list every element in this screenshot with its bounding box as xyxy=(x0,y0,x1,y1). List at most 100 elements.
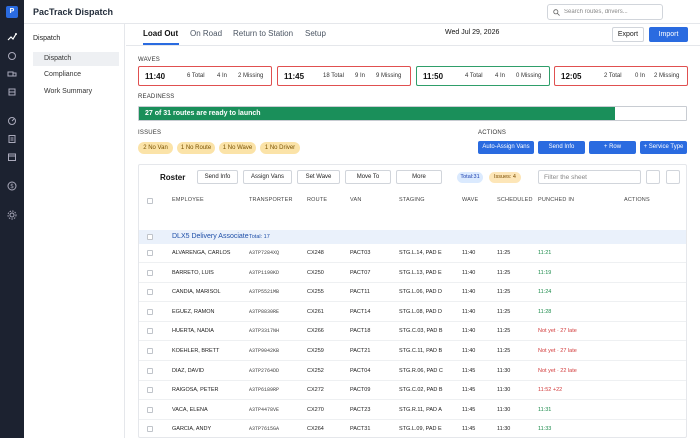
sidebar-item-dispatch[interactable]: Dispatch xyxy=(33,52,119,66)
col-employee[interactable]: EMPLOYEE xyxy=(172,197,204,203)
gauge-icon[interactable] xyxy=(7,116,17,126)
roster-move-to-button[interactable]: Move To xyxy=(345,170,391,184)
wave-total: 4 Total xyxy=(465,73,483,79)
filter-input[interactable] xyxy=(544,173,638,182)
row-checkbox[interactable] xyxy=(147,406,153,413)
cell-staging: STG.R.06, PAD C xyxy=(399,367,443,374)
roster-assign-vans-button[interactable]: Assign Vans xyxy=(243,170,292,184)
cell-transporter: A3TP3317NH xyxy=(249,328,280,335)
table-row[interactable]: KOEHLER, BRETT A3TP9042KB CX259 PACT21 STG.C… xyxy=(139,342,686,361)
gear-icon[interactable] xyxy=(7,210,17,220)
wave-total: 2 Total xyxy=(604,73,622,79)
table-row[interactable]: RAIGOSA, PETER A3TP6189RP CX272 PACT09 STG.C… xyxy=(139,381,686,401)
row-checkbox[interactable] xyxy=(147,250,153,256)
cell-employee: KOEHLER, BRETT xyxy=(172,348,220,354)
package-icon[interactable] xyxy=(7,87,17,97)
table-header: EMPLOYEE TRANSPORTER ROUTE VAN STAGING W… xyxy=(139,195,686,207)
col-punched-in[interactable]: PUNCHED IN xyxy=(538,197,575,203)
row-checkbox[interactable] xyxy=(147,328,153,335)
table-row[interactable]: HUERTA, NADIA A3TP3317NH CX266 PACT18 STG.C.… xyxy=(139,322,686,342)
app-logo[interactable]: P xyxy=(6,6,18,18)
table-row[interactable]: DIAZ, DAVID A3TP2764DD CX252 PACT04 STG.R.06… xyxy=(139,362,686,381)
row-checkbox[interactable] xyxy=(147,426,153,433)
cell-staging: STG.R.11, PAD A xyxy=(399,406,442,413)
truck-icon[interactable] xyxy=(7,69,17,79)
col-route[interactable]: ROUTE xyxy=(307,197,328,203)
search-box[interactable] xyxy=(547,4,663,20)
send-info-button[interactable]: Send Info xyxy=(538,141,585,154)
tab-return-to-station[interactable]: Return to Station xyxy=(233,29,294,38)
total-chip: Total:31 xyxy=(457,172,483,183)
col-staging[interactable]: STAGING xyxy=(399,197,425,203)
row-checkbox[interactable] xyxy=(147,348,153,354)
cell-scheduled: 11:25 xyxy=(497,269,511,276)
issue-pill-no-van[interactable]: 2 No Van xyxy=(138,142,173,154)
roster-card: Roster Send Info Assign Vans Set Wave Mo… xyxy=(138,164,687,438)
row-checkbox[interactable] xyxy=(147,387,153,394)
wave-card[interactable]: 11:45 18 Total 9 In 9 Missing xyxy=(277,66,411,86)
export-button[interactable]: Export xyxy=(612,27,644,42)
settings-toggle-button[interactable] xyxy=(666,170,680,184)
cell-employee: BARRETO, LUIS xyxy=(172,269,214,276)
issue-pill-no-wave[interactable]: 1 No Wave xyxy=(219,142,256,154)
roster-more-button[interactable]: More xyxy=(396,170,442,184)
clipboard-icon[interactable] xyxy=(7,134,17,144)
table-row[interactable]: CANDIA, MARISOL A3TP5521MB CX255 PACT11 STG.… xyxy=(139,283,686,303)
import-button[interactable]: Import xyxy=(649,27,688,42)
add-service-type-button[interactable]: + Service Type xyxy=(640,141,687,154)
readiness-label: READINESS xyxy=(138,94,175,100)
table-row[interactable]: ALVARENGA, CARLOS A3TP7284XQ CX248 PACT03 ST… xyxy=(139,244,686,263)
issue-pill-no-route[interactable]: 1 No Route xyxy=(177,142,215,154)
route-icon[interactable] xyxy=(7,32,17,42)
col-van[interactable]: VAN xyxy=(350,197,362,203)
filter-box[interactable] xyxy=(538,170,641,184)
calendar-icon[interactable] xyxy=(7,152,17,162)
col-scheduled[interactable]: SCHEDULED xyxy=(497,197,533,203)
cell-van: PACT04 xyxy=(350,367,371,374)
table-row[interactable]: EGUEZ, RAMON A3TP8830RE CX261 PACT14 STG.L.0… xyxy=(139,303,686,322)
search-input[interactable] xyxy=(564,7,660,17)
cell-punched-in: Not yet · 22 late xyxy=(538,367,577,374)
roster-send-info-button[interactable]: Send Info xyxy=(197,170,238,184)
cell-van: PACT14 xyxy=(350,308,371,315)
select-all-checkbox[interactable] xyxy=(147,198,153,204)
row-checkbox[interactable] xyxy=(147,367,153,374)
table-row[interactable]: GARCIA, ANDY A3TP7615GA CX264 PACT31 STG.L.0… xyxy=(139,420,686,437)
sidebar-item-compliance[interactable]: Compliance xyxy=(44,71,81,78)
cell-wave: 11:45 xyxy=(462,406,476,413)
group-row[interactable]: DLX5 Delivery Associate Total: 17 xyxy=(139,230,686,244)
chat-icon[interactable] xyxy=(7,51,17,61)
table-row[interactable]: VACA, ELENA A3TP4478VE CX270 PACT23 STG.R.11… xyxy=(139,401,686,420)
auto-assign-vans-button[interactable]: Auto-Assign Vans xyxy=(478,141,534,154)
wave-total: 6 Total xyxy=(187,73,205,79)
col-wave[interactable]: WAVE xyxy=(462,197,479,203)
group-title: DLX5 Delivery Associate xyxy=(172,233,249,240)
cell-punched-in: 11:52 +22 xyxy=(538,387,563,394)
cell-route: CX272 xyxy=(307,387,324,394)
cell-scheduled: 11:25 xyxy=(497,308,511,315)
wave-missing: 2 Missing xyxy=(654,73,680,79)
tab-on-road[interactable]: On Road xyxy=(190,29,223,38)
col-transporter[interactable]: TRANSPORTER xyxy=(249,197,293,203)
roster-set-wave-button[interactable]: Set Wave xyxy=(297,170,340,184)
columns-toggle-button[interactable] xyxy=(646,170,660,184)
group-checkbox[interactable] xyxy=(147,234,153,240)
cell-staging: STG.L.13, PAD E xyxy=(399,269,442,276)
row-checkbox[interactable] xyxy=(147,269,153,276)
wave-time: 11:50 xyxy=(423,72,444,81)
issue-pill-no-driver[interactable]: 1 No Driver xyxy=(260,142,300,154)
add-row-button[interactable]: + Row xyxy=(589,141,636,154)
dollar-icon[interactable]: $ xyxy=(7,181,17,191)
tab-load-out[interactable]: Load Out xyxy=(143,29,179,38)
wave-time: 12:05 xyxy=(561,72,582,81)
row-checkbox[interactable] xyxy=(147,289,153,296)
wave-card[interactable]: 11:40 6 Total 4 In 2 Missing xyxy=(138,66,272,86)
tab-setup[interactable]: Setup xyxy=(305,29,326,38)
sidebar-item-work-summary[interactable]: Work Summary xyxy=(44,88,93,95)
table-row[interactable]: BARRETO, LUIS A3TP1190KD CX250 PACT07 STG.L.… xyxy=(139,264,686,283)
wave-card[interactable]: 11:50 4 Total 4 In 0 Missing xyxy=(416,66,550,86)
wave-card[interactable]: 12:05 2 Total 0 In 2 Missing xyxy=(554,66,688,86)
svg-text:$: $ xyxy=(10,183,14,190)
cell-punched-in: 11:19 xyxy=(538,269,552,276)
row-checkbox[interactable] xyxy=(147,308,153,315)
